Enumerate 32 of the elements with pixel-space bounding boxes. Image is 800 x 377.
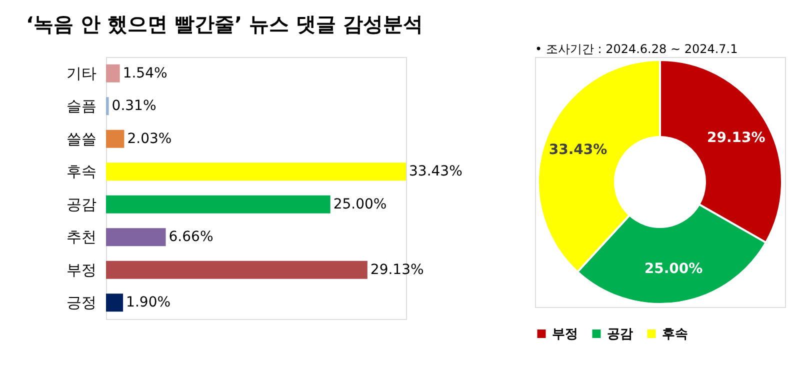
y-tick-label: 기타 [66, 64, 96, 82]
y-tick-label: 쓸쓸 [66, 130, 96, 148]
data-label: 25.00% [333, 196, 387, 212]
y-tick-label: 공감 [66, 195, 96, 214]
y-tick-label: 추천 [66, 228, 96, 246]
data-label: 25.00% [644, 260, 703, 277]
data-label: 2.03% [127, 130, 172, 147]
bar [106, 130, 124, 148]
legend-label: 후속 [662, 326, 688, 342]
y-tick-label: 긍정 [66, 294, 96, 312]
bar [106, 228, 166, 246]
data-label: 1.90% [126, 294, 171, 311]
bar [106, 260, 368, 279]
y-tick-label: 부정 [66, 260, 96, 279]
bar [106, 64, 120, 82]
data-label: 1.54% [122, 65, 168, 82]
y-tick-label: 후속 [66, 162, 96, 181]
bar [106, 294, 124, 312]
chart-title: ‘녹음 안 했으면 빨간줄’ 뉴스 댓글 감성분석 [26, 12, 423, 36]
legend-label: 부정 [552, 326, 578, 342]
bar [106, 162, 406, 181]
text: • 조사기간 : 2024.6.28 ~ 2024.7.1 [535, 42, 738, 56]
data-label: 0.31% [112, 98, 156, 114]
data-label: 33.43% [548, 142, 608, 158]
y-tick-label: 슬픔 [66, 97, 96, 116]
data-label: 33.43% [409, 164, 462, 180]
legend-label: 공감 [607, 326, 633, 342]
data-label: 6.66% [168, 229, 214, 246]
data-label: 29.13% [370, 262, 424, 278]
bar [106, 195, 330, 214]
data-label: 29.13% [706, 130, 766, 146]
bar [106, 97, 109, 116]
